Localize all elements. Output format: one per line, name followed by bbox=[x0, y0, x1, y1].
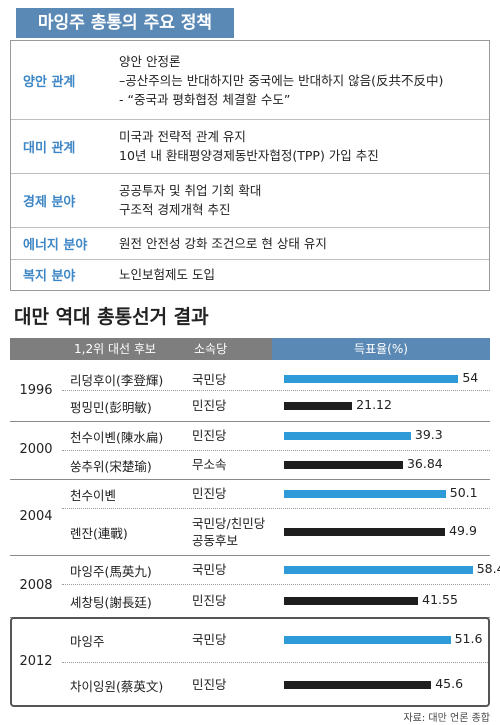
party-name: 국민당 bbox=[192, 371, 227, 388]
year-label: 2004 bbox=[19, 509, 53, 524]
candidate-name: 마잉주(馬英九) bbox=[70, 563, 152, 579]
header-vote-share: 득표율(%) bbox=[272, 338, 490, 360]
election-table-header: 1,2위 대선 후보 소속당 득표율(%) bbox=[10, 338, 490, 360]
group-divider bbox=[10, 479, 490, 480]
candidate-name: 차이잉원(蔡英文) bbox=[70, 678, 164, 694]
policy-category: 양안 관계 bbox=[23, 74, 76, 90]
policy-description: 원전 안전성 강화 조건으로 현 상태 유지 bbox=[119, 227, 485, 259]
policy-row-us-relations: 대미 관계 미국과 전략적 관계 유지 10년 내 환태평양경제동반자협정(TP… bbox=[11, 119, 489, 174]
policy-category: 에너지 분야 bbox=[23, 237, 88, 253]
year-label: 1996 bbox=[19, 382, 53, 398]
policy-line: 구조적 경제개혁 추진 bbox=[119, 202, 231, 217]
row-divider bbox=[62, 450, 490, 451]
policy-row-cross-strait: 양안 관계 양안 안정론 –공산주의는 반대하지만 중국에는 반대하지 않음(反… bbox=[11, 41, 489, 120]
group-divider bbox=[10, 555, 490, 556]
party-line: 국민당/친민당 bbox=[192, 515, 266, 531]
policy-line: 노인보험제도 도입 bbox=[119, 267, 215, 282]
vote-value: 21.12 bbox=[356, 396, 392, 412]
party-line: 무소속 bbox=[192, 457, 227, 472]
year-label: 2008 bbox=[19, 578, 53, 593]
candidate-name: 롄잔(連戰) bbox=[70, 525, 128, 541]
highlight-2012-box bbox=[10, 617, 490, 707]
policy-row-economy: 경제 분야 공공투자 및 취업 기회 확대 구조적 경제개혁 추진 bbox=[11, 173, 489, 228]
party-line: 국민당 bbox=[192, 562, 227, 577]
vote-bar bbox=[284, 431, 411, 440]
policy-line: –공산주의는 반대하지만 중국에는 반대하지 않음(反共不反中) bbox=[119, 72, 444, 88]
party-name: 민진당 bbox=[192, 676, 227, 693]
party-name: 민진당 bbox=[192, 592, 227, 609]
year-label: 2012 bbox=[19, 654, 53, 669]
policy-table: 양안 관계 양안 안정론 –공산주의는 반대하지만 중국에는 반대하지 않음(反… bbox=[10, 40, 490, 291]
vote-value: 50.1 bbox=[449, 484, 478, 500]
vote-bar bbox=[284, 489, 446, 498]
policy-line: 10년 내 환태평양경제동반자협정(TPP) 가입 추진 bbox=[119, 148, 379, 163]
header-candidate: 1,2위 대선 후보 bbox=[74, 342, 156, 356]
vote-bar bbox=[284, 460, 403, 469]
election-title: 대만 역대 총통선거 결과 bbox=[14, 306, 209, 328]
policy-description: 양안 안정론 –공산주의는 반대하지만 중국에는 반대하지 않음(反共不反中) … bbox=[119, 41, 485, 119]
candidate-name: 리덩후이(李登輝) bbox=[70, 373, 164, 388]
party-line: 공동후보 bbox=[192, 532, 239, 548]
party-name: 민진당 bbox=[192, 485, 227, 502]
candidate-name: 마잉주 bbox=[70, 633, 105, 649]
vote-bar bbox=[284, 596, 419, 605]
party-name: 무소속 bbox=[192, 456, 227, 473]
vote-value: 41.55 bbox=[422, 591, 458, 607]
policy-category: 경제 분야 bbox=[23, 194, 76, 210]
vote-bar bbox=[284, 565, 473, 574]
policy-description: 미국과 전략적 관계 유지 10년 내 환태평양경제동반자협정(TPP) 가입 … bbox=[119, 119, 485, 173]
row-divider bbox=[62, 662, 490, 663]
vote-bar bbox=[284, 401, 353, 410]
vote-value: 51.6 bbox=[454, 630, 483, 646]
party-name: 국민당 bbox=[192, 561, 227, 578]
party-line: 민진당 bbox=[192, 677, 227, 692]
vote-value: 49.9 bbox=[449, 522, 477, 538]
policy-row-welfare: 복지 분야 노인보험제도 도입 bbox=[11, 259, 489, 290]
party-line: 민진당 bbox=[192, 428, 227, 443]
policy-title: 마잉주 총통의 주요 정책 bbox=[16, 8, 234, 38]
candidate-name: 쑹추위(宋楚瑜) bbox=[70, 458, 152, 474]
row-divider bbox=[62, 390, 490, 391]
party-line: 민진당 bbox=[192, 486, 227, 501]
policy-line: 미국과 전략적 관계 유지 bbox=[119, 129, 246, 144]
vote-bar bbox=[284, 680, 432, 689]
candidate-name: 셰창팅(謝長廷) bbox=[70, 594, 152, 610]
candidate-name: 천수이볜(陳水扁) bbox=[70, 429, 164, 445]
policy-description: 공공투자 및 취업 기회 확대 구조적 경제개혁 추진 bbox=[119, 173, 485, 227]
vote-value: 39.3 bbox=[414, 426, 443, 442]
party-line: 민진당 bbox=[192, 398, 227, 413]
vote-bar bbox=[284, 635, 451, 644]
vote-value: 58.45 bbox=[476, 560, 500, 576]
policy-row-energy: 에너지 분야 원전 안전성 강화 조건으로 현 상태 유지 bbox=[11, 227, 489, 260]
header-party: 소속당 bbox=[194, 342, 228, 356]
party-name: 국민당 bbox=[192, 631, 227, 648]
party-line: 국민당 bbox=[192, 632, 227, 647]
policy-line: - “중국과 평화협정 체결할 수도” bbox=[119, 91, 291, 107]
row-divider bbox=[62, 508, 490, 509]
vote-value: 45.6 bbox=[435, 675, 464, 691]
policy-description: 노인보험제도 도입 bbox=[119, 259, 485, 290]
vote-value: 54 bbox=[462, 370, 479, 385]
policy-line: 공공투자 및 취업 기회 확대 bbox=[119, 183, 262, 198]
year-label: 2000 bbox=[19, 442, 53, 457]
policy-line: 양안 안정론 bbox=[119, 53, 181, 69]
party-name: 국민당/친민당 공동후보 bbox=[192, 515, 265, 549]
row-divider bbox=[62, 584, 490, 585]
party-name: 민진당 bbox=[192, 397, 227, 414]
vote-bar bbox=[284, 375, 459, 383]
policy-category: 대미 관계 bbox=[23, 140, 76, 156]
candidate-name: 펑밍민(彭明敏) bbox=[70, 399, 152, 415]
policy-line: 원전 안전성 강화 조건으로 현 상태 유지 bbox=[119, 235, 327, 251]
vote-bar bbox=[284, 527, 446, 536]
source-note: 자료: 대만 언론 종합 bbox=[403, 713, 490, 724]
party-line: 국민당 bbox=[192, 371, 227, 387]
policy-category: 복지 분야 bbox=[23, 269, 76, 284]
party-name: 민진당 bbox=[192, 427, 227, 444]
candidate-name: 천수이볜 bbox=[70, 487, 117, 503]
party-line: 민진당 bbox=[192, 593, 227, 608]
group-divider bbox=[10, 421, 490, 422]
vote-value: 36.84 bbox=[406, 455, 443, 471]
